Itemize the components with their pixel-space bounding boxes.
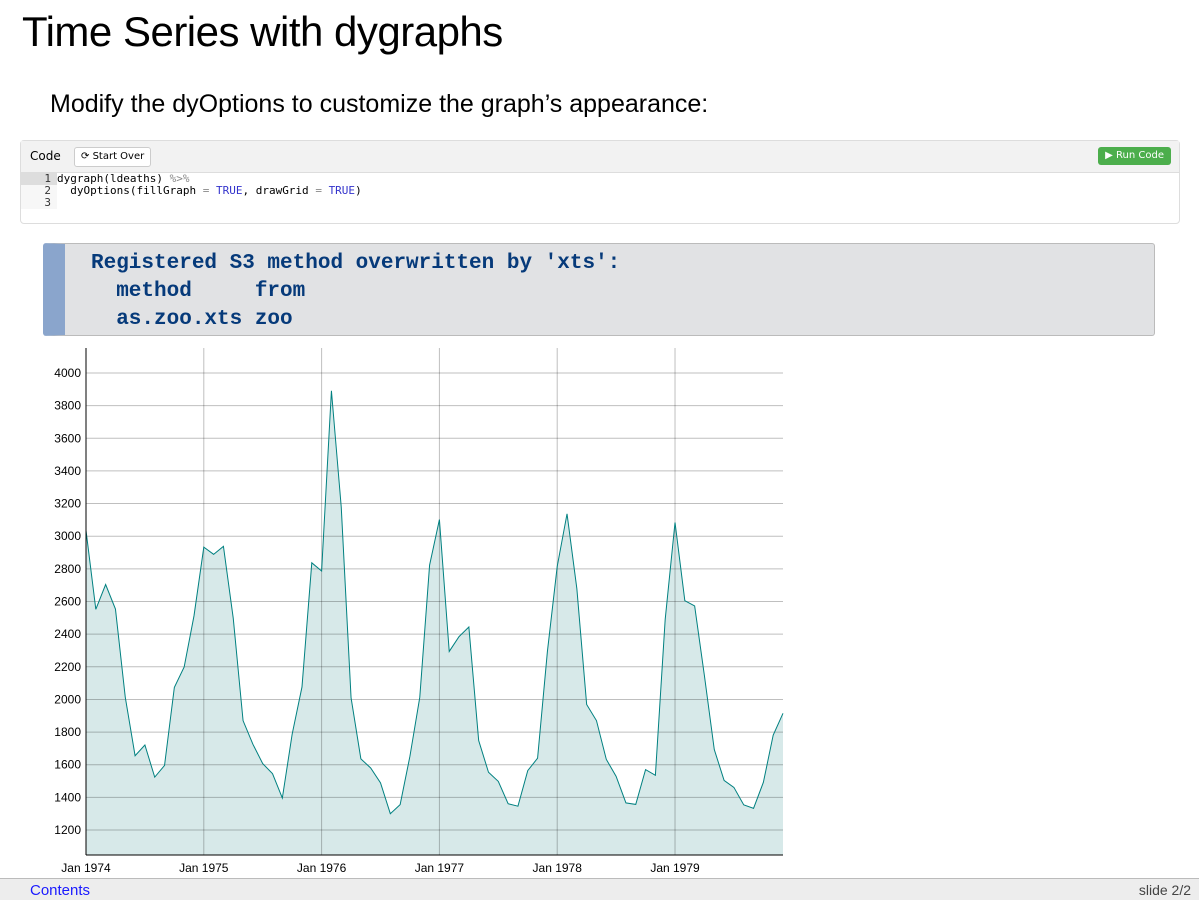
y-tick-label: 3800 [54,399,81,413]
code-token: = [202,184,210,197]
play-icon: ▶ [1105,150,1113,161]
series-line [85,390,784,815]
start-over-button[interactable]: ⟳ Start Over [74,147,152,167]
page-title: Time Series with dygraphs [22,8,503,55]
dygraph-chart[interactable]: 1200 1400 1600 1800 2000 2200 2400 2600 2800 3000… [0,340,800,880]
code-token: ) [355,184,362,197]
code-token: , drawGrid [242,184,316,197]
y-tick-label: 2200 [54,660,81,674]
y-tick-label: 3400 [54,464,81,478]
code-token: = [315,184,322,197]
run-code-label: Run Code [1116,150,1164,161]
line-number: 3 [21,197,57,209]
slide-number: slide 2/2 [1138,882,1191,898]
x-tick-label: Jan 1979 [650,861,700,875]
start-over-label: Start Over [92,151,145,162]
y-tick-label: 2800 [54,562,81,576]
y-tick-label: 3600 [54,431,81,445]
y-tick-label: 1400 [54,790,81,804]
refresh-icon: ⟳ [81,151,90,162]
code-editor[interactable]: 1 dygraph(ldeaths) %>% 2 dyOptions(fillGr… [21,173,1179,209]
code-token: dygraph(ldeaths) [57,172,170,185]
y-tick-label: 1200 [54,823,81,837]
footer-bar: Contents slide 2/2 [0,878,1199,900]
line-number: 1 [21,173,57,185]
y-tick-label: 2600 [54,595,81,609]
y-tick-label: 2000 [54,692,81,706]
x-tick-label: Jan 1974 [61,861,111,875]
y-tick-label: 4000 [54,366,81,380]
code-token: TRUE [215,184,243,197]
slide-subtitle: Modify the dyOptions to customize the gr… [50,90,709,118]
exercise-header: Code ⟳ Start Over ▶ Run Code [21,141,1179,173]
y-tick-label: 1800 [54,725,81,739]
output-text: Registered S3 method overwritten by 'xts… [91,252,621,331]
y-tick-label: 3000 [54,529,81,543]
code-exercise: Code ⟳ Start Over ▶ Run Code 1 dygraph(ld… [20,140,1180,224]
y-tick-label: 3200 [54,497,81,511]
y-tick-label: 1600 [54,758,81,772]
x-tick-label: Jan 1977 [415,861,465,875]
run-code-button[interactable]: ▶ Run Code [1098,147,1171,165]
contents-link[interactable]: Contents [30,882,91,899]
code-token: dyOptions(fillGraph [57,184,203,197]
x-tick-label: Jan 1978 [533,861,583,875]
x-tick-label: Jan 1976 [297,861,347,875]
y-tick-label: 2400 [54,627,81,641]
code-label: Code [30,149,61,163]
line-number: 2 [21,185,57,197]
console-output: Registered S3 method overwritten by 'xts… [43,243,1155,336]
area-fill [86,390,783,855]
x-tick-label: Jan 1975 [179,861,229,875]
code-token: %>% [169,172,190,185]
code-token: TRUE [328,184,356,197]
